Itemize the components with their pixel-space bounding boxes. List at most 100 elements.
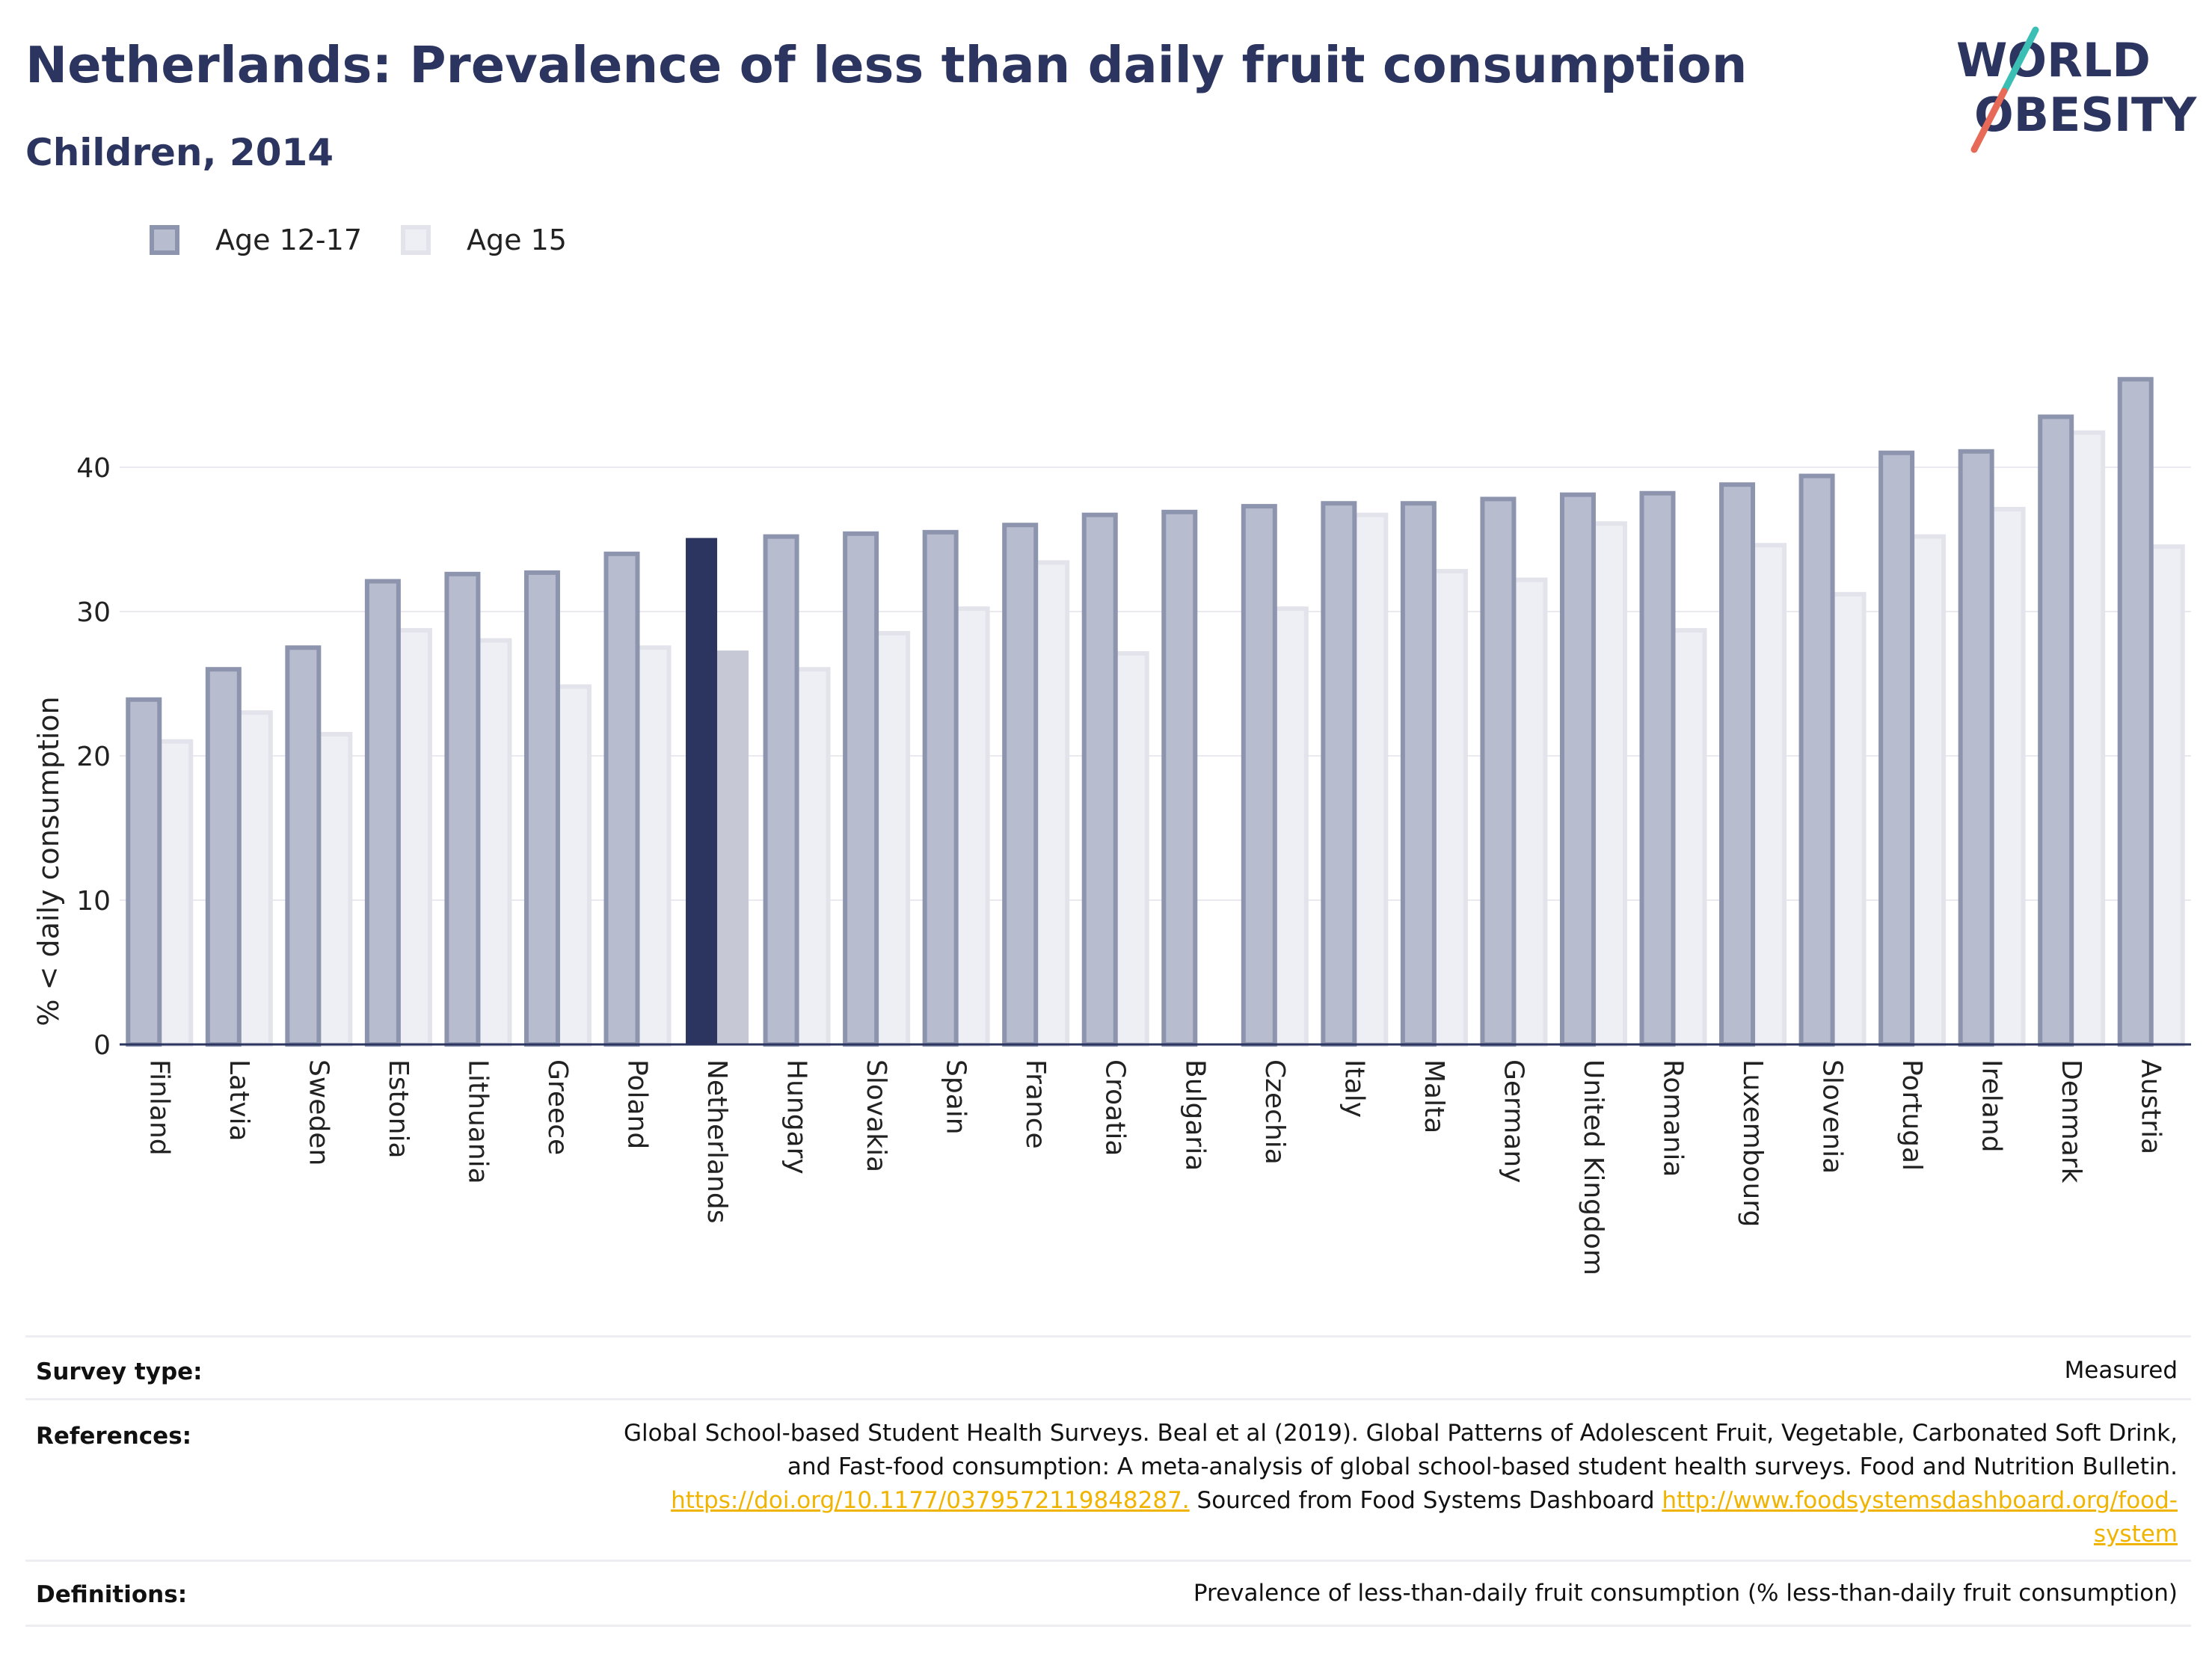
survey-type-value: Measured xyxy=(2064,1357,2178,1384)
y-tick-label-0: 0 xyxy=(93,1030,111,1061)
x-tick-label-latvia: Latvia xyxy=(224,1059,254,1142)
x-tick-label-spain: Spain xyxy=(941,1059,971,1135)
x-tick-label-greece: Greece xyxy=(542,1059,573,1155)
x-tick-label-malta: Malta xyxy=(1419,1059,1449,1133)
bar-age-12-17-ireland xyxy=(1958,449,1994,1047)
x-tick-label-croatia: Croatia xyxy=(1100,1059,1131,1156)
x-tick-label-finland: Finland xyxy=(144,1059,174,1156)
x-tick-label-lithuania: Lithuania xyxy=(462,1059,493,1184)
x-tick-label-slovakia: Slovakia xyxy=(861,1059,891,1172)
x-tick-label-hungary: Hungary xyxy=(781,1059,812,1175)
x-tick-label-poland: Poland xyxy=(622,1059,653,1149)
bar-age-12-17-italy xyxy=(1321,501,1357,1047)
x-tick-label-netherlands: Netherlands xyxy=(701,1059,732,1223)
x-tick-label-estonia: Estonia xyxy=(383,1059,414,1159)
bar-age-12-17-slovakia xyxy=(843,531,879,1047)
bar-age-15-ireland xyxy=(1989,506,2026,1047)
logo-slash-teal xyxy=(2000,26,2039,95)
bar-age-15-czechia xyxy=(1272,606,1309,1047)
bar-age-12-17-austria xyxy=(2117,377,2154,1047)
bar-age-12-17-bulgaria xyxy=(1161,509,1198,1047)
references-line-1: Global School-based Student Health Surve… xyxy=(624,1420,2178,1447)
x-tick-label-portugal: Portugal xyxy=(1896,1059,1927,1171)
definitions-label: Definitions: xyxy=(36,1581,188,1608)
x-tick-label-italy: Italy xyxy=(1339,1059,1369,1118)
bar-age-12-17-estonia xyxy=(364,579,401,1047)
y-tick-label-10: 10 xyxy=(76,886,111,917)
bar-chart: 0 10 20 30 40 % < daily consumption Finland Lat… xyxy=(32,377,2191,1275)
bar-age-15-lithuania xyxy=(476,638,512,1047)
bar-age-15-germany xyxy=(1511,577,1548,1047)
bar-age-12-17-united-kingdom xyxy=(1559,492,1596,1047)
x-tick-label-ireland: Ireland xyxy=(1976,1059,2007,1153)
y-tick-label-30: 30 xyxy=(76,597,111,628)
chart-subtitle: Children, 2014 xyxy=(25,131,334,174)
bar-age-12-17-spain xyxy=(922,529,959,1047)
bar-age-12-17-poland xyxy=(603,551,640,1047)
x-tick-label-denmark: Denmark xyxy=(2056,1059,2086,1183)
definitions-value: Prevalence of less-than-daily fruit cons… xyxy=(1193,1580,2178,1607)
x-tick-label-czechia: Czechia xyxy=(1259,1059,1290,1165)
bar-age-15-greece xyxy=(555,684,592,1047)
bar-age-12-17-sweden xyxy=(285,645,322,1047)
bar-age-15-denmark xyxy=(2069,430,2106,1047)
y-tick-label-20: 20 xyxy=(76,742,111,772)
bar-age-12-17-slovenia xyxy=(1798,473,1835,1047)
bar-age-12-17-luxembourg xyxy=(1719,482,1756,1047)
x-tick-label-luxembourg: Luxembourg xyxy=(1737,1059,1768,1227)
bar-age-15-netherlands xyxy=(717,650,749,1044)
references-line-4: system xyxy=(624,1518,2178,1551)
world-obesity-logo: WORLD OBESITY xyxy=(1956,26,2197,153)
x-tick-label-united-kingdom: United Kingdom xyxy=(1578,1059,1609,1275)
bar-age-15-latvia xyxy=(236,710,273,1047)
bar-age-12-17-latvia xyxy=(205,667,242,1047)
info-row-references: References: Global School-based Student … xyxy=(25,1398,2191,1562)
x-tick-label-bulgaria: Bulgaria xyxy=(1179,1059,1210,1171)
references-label: References: xyxy=(36,1423,192,1450)
references-source-text: Sourced from Food Systems Dashboard xyxy=(1189,1487,1662,1514)
foodsystems-link[interactable]: http://www.foodsystemsdashboard.org/food… xyxy=(1662,1487,2178,1514)
bar-age-15-estonia xyxy=(396,628,432,1047)
bar-age-15-portugal xyxy=(1910,534,1947,1047)
bar-age-15-slovakia xyxy=(874,630,911,1047)
info-row-survey: Survey type: Measured xyxy=(25,1335,2191,1400)
bar-age-12-17-denmark xyxy=(2038,414,2074,1047)
bar-age-15-united-kingdom xyxy=(1591,521,1627,1047)
bar-age-15-slovenia xyxy=(1830,591,1867,1047)
y-tick-label-40: 40 xyxy=(76,453,111,484)
bar-age-15-hungary xyxy=(794,667,831,1047)
chart-title: Netherlands: Prevalence of less than dai… xyxy=(25,36,1748,94)
bar-age-12-17-hungary xyxy=(763,534,799,1047)
bar-age-15-france xyxy=(1033,560,1070,1047)
references-line-2: and Fast-food consumption: A meta-analys… xyxy=(787,1453,2178,1480)
doi-link[interactable]: https://doi.org/10.1177/0379572119848287… xyxy=(671,1487,1190,1514)
bar-age-15-austria xyxy=(2148,544,2185,1047)
bar-age-15-romania xyxy=(1671,628,1707,1047)
logo-text-obesity: OBESITY xyxy=(1974,87,2197,142)
x-tick-label-austria: Austria xyxy=(2136,1059,2166,1154)
y-axis-label: % < daily consumption xyxy=(32,696,65,1026)
x-tick-label-sweden: Sweden xyxy=(303,1059,334,1166)
references-line-3: https://doi.org/10.1177/0379572119848287… xyxy=(624,1484,2178,1518)
bar-age-12-17-netherlands xyxy=(686,538,718,1044)
survey-type-label: Survey type: xyxy=(36,1358,203,1385)
legend-swatch-age-15 xyxy=(401,225,431,255)
bar-age-15-sweden xyxy=(316,732,353,1047)
bar-age-15-malta xyxy=(1431,568,1468,1047)
x-tick-label-france: France xyxy=(1020,1059,1051,1149)
info-row-definitions: Definitions: Prevalence of less-than-dai… xyxy=(25,1560,2191,1627)
bar-age-12-17-lithuania xyxy=(444,571,481,1047)
legend-swatch-age-12-17 xyxy=(150,225,179,255)
legend-label-age-15: Age 15 xyxy=(467,224,567,256)
bar-age-15-luxembourg xyxy=(1751,543,1787,1047)
bar-age-12-17-finland xyxy=(126,697,162,1047)
bar-age-15-spain xyxy=(953,606,990,1047)
bar-age-12-17-greece xyxy=(523,570,560,1047)
bar-age-12-17-czechia xyxy=(1241,504,1277,1047)
references-value: Global School-based Student Health Surve… xyxy=(624,1417,2178,1551)
bar-age-15-italy xyxy=(1352,512,1389,1047)
foodsystems-link-cont[interactable]: system xyxy=(2093,1521,2178,1548)
bar-age-12-17-portugal xyxy=(1878,450,1915,1047)
x-tick-label-germany: Germany xyxy=(1498,1059,1529,1183)
bar-age-12-17-croatia xyxy=(1081,512,1118,1047)
